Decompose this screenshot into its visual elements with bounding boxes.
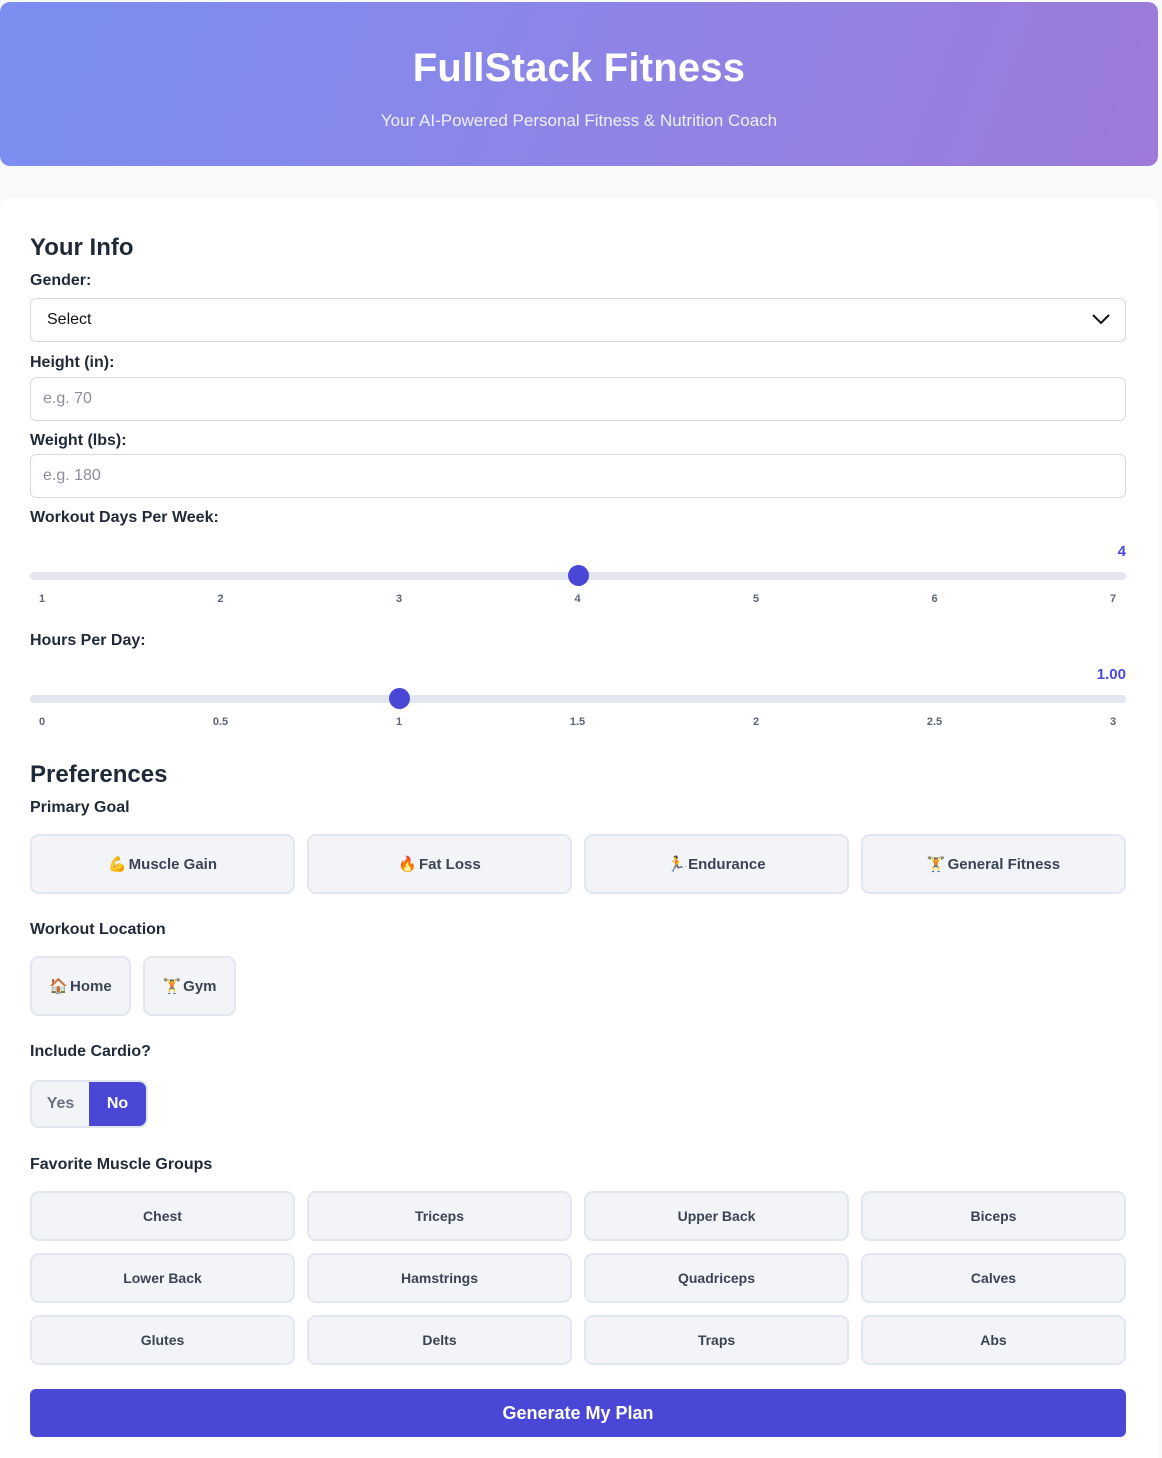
- weightlifter-icon: 🏋: [926, 855, 946, 873]
- muscle-group-button[interactable]: Glutes: [30, 1315, 295, 1365]
- height-input[interactable]: e.g. 70: [30, 377, 1126, 421]
- gender-select[interactable]: Select: [30, 298, 1126, 342]
- fire-icon: 🔥: [398, 855, 417, 873]
- include-cardio-label: Include Cardio?: [30, 1043, 151, 1060]
- location-gym-button[interactable]: 🏋 Gym: [143, 956, 236, 1016]
- primary-goal-label: Primary Goal: [30, 799, 130, 816]
- muscle-group-button[interactable]: Calves: [861, 1253, 1126, 1303]
- goal-label: Fat Loss: [419, 855, 481, 873]
- goal-label: Endurance: [688, 855, 766, 873]
- muscle-group-button[interactable]: Traps: [584, 1315, 849, 1365]
- workout-location-label: Workout Location: [30, 921, 166, 938]
- gender-select-value: Select: [47, 311, 92, 328]
- slider-tick-label: 4: [574, 593, 581, 605]
- slider-tick-label: 1: [395, 716, 403, 728]
- muscle-group-button[interactable]: Lower Back: [30, 1253, 295, 1303]
- location-label: Home: [70, 977, 112, 995]
- workout-days-label: Workout Days Per Week:: [30, 509, 219, 526]
- gender-label: Gender:: [30, 272, 92, 289]
- weight-input[interactable]: e.g. 180: [30, 454, 1126, 498]
- chevron-down-icon: [1092, 314, 1110, 325]
- favorite-muscle-groups-label: Favorite Muscle Groups: [30, 1156, 213, 1173]
- muscle-group-button[interactable]: Hamstrings: [307, 1253, 572, 1303]
- location-label: Gym: [183, 977, 217, 995]
- slider-tick-label: 2: [752, 716, 760, 728]
- height-label: Height (in):: [30, 354, 115, 371]
- app-header: FullStack Fitness Your AI-Powered Person…: [0, 2, 1158, 166]
- slider-handle[interactable]: [568, 565, 589, 586]
- hours-per-day-ticks: 0 0.5 1 1.5 2 2.5 3: [0, 716, 1158, 732]
- slider-handle[interactable]: [389, 688, 411, 709]
- muscle-group-button[interactable]: Quadriceps: [584, 1253, 849, 1303]
- app-subtitle: Your AI-Powered Personal Fitness & Nutri…: [380, 111, 778, 130]
- weight-label: Weight (lbs):: [30, 432, 127, 449]
- slider-tick-label: 6: [931, 593, 938, 605]
- weightlifter-icon: 🏋: [162, 977, 182, 995]
- slider-tick-label: 1.5: [569, 716, 586, 728]
- slider-tick-label: 2.5: [926, 716, 943, 728]
- goal-muscle-gain-button[interactable]: 💪 Muscle Gain: [30, 834, 295, 894]
- muscle-group-button[interactable]: Chest: [30, 1191, 295, 1241]
- flexed-biceps-icon: 💪: [107, 855, 127, 873]
- slider-tick-label: 3: [1109, 716, 1117, 728]
- workout-days-value: 4: [1117, 543, 1126, 560]
- slider-tick-label: 5: [752, 593, 760, 605]
- app-title: FullStack Fitness: [412, 46, 746, 90]
- slider-tick-label: 7: [1109, 593, 1117, 605]
- slider-tick-label: 2: [217, 593, 224, 605]
- hours-per-day-label: Hours Per Day:: [30, 632, 146, 649]
- generate-plan-button[interactable]: Generate My Plan: [30, 1389, 1126, 1437]
- slider-tick-label: 1: [38, 593, 46, 605]
- goal-general-fitness-button[interactable]: 🏋 General Fitness: [861, 834, 1126, 894]
- muscle-group-button[interactable]: Biceps: [861, 1191, 1126, 1241]
- cardio-toggle[interactable]: Yes No: [30, 1080, 148, 1128]
- cardio-no-option[interactable]: No: [89, 1082, 146, 1126]
- workout-days-slider[interactable]: [30, 565, 1126, 586]
- slider-tick-label: 3: [395, 593, 403, 605]
- cardio-yes-option[interactable]: Yes: [46, 1095, 75, 1112]
- goal-fat-loss-button[interactable]: 🔥 Fat Loss: [307, 834, 572, 894]
- muscle-group-button[interactable]: Triceps: [307, 1191, 572, 1241]
- workout-days-ticks: 1 2 3 4 5 6 7: [0, 593, 1158, 609]
- goal-endurance-button[interactable]: 🏃 Endurance: [584, 834, 849, 894]
- slider-tick-label: 0: [38, 716, 46, 728]
- slider-tick-label: 0.5: [212, 716, 229, 728]
- muscle-group-button[interactable]: Upper Back: [584, 1191, 849, 1241]
- your-info-title: Your Info: [30, 234, 134, 261]
- form-card: Your Info Gender: Select Height (in): e.…: [0, 198, 1158, 1458]
- preferences-title: Preferences: [30, 761, 168, 788]
- location-home-button[interactable]: 🏠 Home: [30, 956, 131, 1016]
- goal-label: Muscle Gain: [128, 855, 218, 873]
- runner-icon: 🏃: [667, 855, 687, 873]
- hours-per-day-value: 1.00: [1096, 666, 1126, 683]
- house-icon: 🏠: [49, 977, 68, 995]
- muscle-group-button[interactable]: Delts: [307, 1315, 572, 1365]
- hours-per-day-slider[interactable]: [30, 688, 1126, 709]
- muscle-group-button[interactable]: Abs: [861, 1315, 1126, 1365]
- goal-label: General Fitness: [947, 855, 1061, 873]
